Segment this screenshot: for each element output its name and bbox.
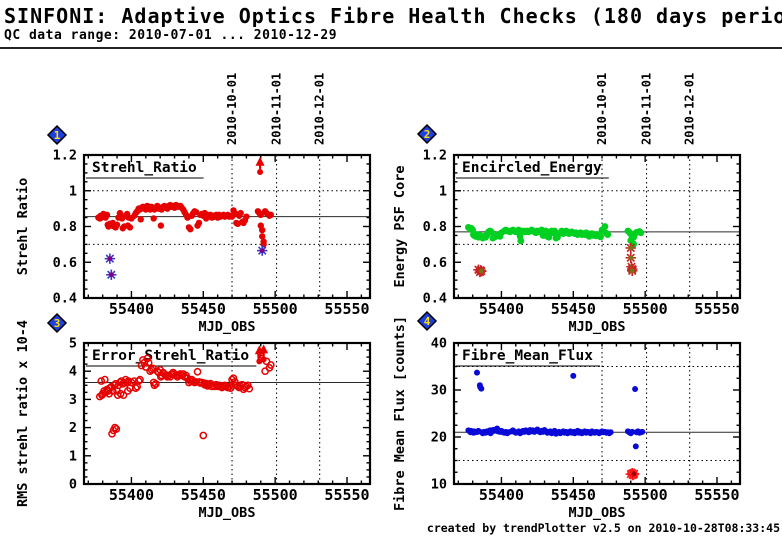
y-tick-label: 4 xyxy=(69,364,77,380)
series-encircled-energy-outliers xyxy=(473,242,638,278)
header-divider xyxy=(0,47,782,49)
y-tick-label: 20 xyxy=(431,430,447,446)
x-tick-label: 55500 xyxy=(623,300,668,318)
x-tick-label: 55500 xyxy=(253,486,298,504)
x-tick-label: 55550 xyxy=(694,300,739,318)
date-label: 2010-10-01 xyxy=(595,73,609,145)
date-label: 2010-12-01 xyxy=(313,73,327,145)
plot-fibre-mean-flux: 55400 55450 55500 55550 10 20 30 40 Fibre_Mean_F… xyxy=(392,310,742,521)
plot-strehl-ratio: 2010-10-01 2010-11-01 2010-12-01 55400 55450… xyxy=(15,73,372,335)
y-tick-label: 30 xyxy=(431,383,447,399)
x-axis-label: MJD_OBS xyxy=(199,319,256,335)
series-fibre-flux-points xyxy=(465,369,646,450)
date-label: 2010-11-01 xyxy=(640,73,654,145)
y-tick-label: 0.8 xyxy=(53,219,77,235)
qc-data-range: QC data range: 2010-07-01 ... 2010-12-29 xyxy=(4,28,338,43)
x-tick-label: 55500 xyxy=(623,486,668,504)
x-tick-label: 55450 xyxy=(181,486,226,504)
series-strehl-ratio-points xyxy=(95,201,275,248)
x-tick-label: 55450 xyxy=(551,300,596,318)
x-tick-label: 55400 xyxy=(479,300,524,318)
clipped-point-arrow-icon xyxy=(255,156,265,175)
plot-encircled-energy: 2010-10-01 2010-11-01 2010-12-01 55400 55450… xyxy=(392,73,742,335)
y-tick-label: 0.8 xyxy=(423,219,447,235)
series-fibre-flux-outliers xyxy=(625,467,640,481)
plot-error-strehl-ratio: 55400 55450 55500 55550 0 1 2 3 4 5 Error_Strehl_R… xyxy=(15,312,372,521)
x-tick-label: 55400 xyxy=(109,300,154,318)
y-tick-label: 2 xyxy=(69,420,77,436)
y-tick-label: 1.2 xyxy=(423,148,447,164)
series-error-strehl-points xyxy=(95,354,275,440)
x-axis-label: MJD_OBS xyxy=(569,505,626,521)
credit-line: created by trendPlotter v2.5 on 2010-10-… xyxy=(426,521,780,535)
y-tick-label: 0.4 xyxy=(423,291,447,307)
date-label: 2010-12-01 xyxy=(683,73,697,145)
y-tick-label: 0 xyxy=(69,477,77,493)
x-tick-label: 55550 xyxy=(324,486,369,504)
y-tick-label: 1.2 xyxy=(53,148,77,164)
x-tick-label: 55550 xyxy=(324,300,369,318)
plot-frame xyxy=(452,153,742,300)
x-tick-label: 55550 xyxy=(694,486,739,504)
clipped-point-arrow-icon xyxy=(259,344,269,363)
plot-title: Encircled_Energy xyxy=(462,160,602,176)
plot-number-badge-icon xyxy=(46,312,68,334)
series-strehl-ratio-outliers xyxy=(104,245,268,280)
plot-number: 2 xyxy=(424,128,431,141)
y-axis-label: Fibre Mean Flux [counts] xyxy=(392,316,408,511)
date-label: 2010-11-01 xyxy=(270,73,284,145)
plot-title: Error_Strehl_Ratio xyxy=(92,348,249,364)
plot-number: 1 xyxy=(54,129,61,142)
plot-number: 4 xyxy=(424,315,431,328)
y-tick-label: 5 xyxy=(69,336,77,352)
plot-title: Strehl_Ratio xyxy=(92,160,197,176)
x-tick-label: 55500 xyxy=(253,300,298,318)
y-tick-label: 10 xyxy=(431,477,447,493)
y-tick-label: 1 xyxy=(69,183,77,199)
x-tick-label: 55400 xyxy=(109,486,154,504)
plot-number-badge-icon xyxy=(416,310,438,332)
y-tick-label: 40 xyxy=(431,336,447,352)
y-axis-label: Energy PSF Core xyxy=(392,166,408,288)
plot-number: 3 xyxy=(54,317,61,330)
x-tick-label: 55400 xyxy=(479,486,524,504)
page-title: SINFONI: Adaptive Optics Fibre Health Ch… xyxy=(4,4,782,28)
series-encircled-energy-points xyxy=(464,223,645,248)
plot-frame xyxy=(452,341,742,486)
y-tick-label: 0.4 xyxy=(53,291,77,307)
x-tick-label: 55450 xyxy=(181,300,226,318)
x-tick-label: 55450 xyxy=(551,486,596,504)
y-tick-label: 1 xyxy=(69,448,77,464)
y-axis-label: Strehl Ratio xyxy=(15,178,31,276)
y-tick-label: 0.6 xyxy=(423,255,447,271)
x-axis-label: MJD_OBS xyxy=(569,319,626,335)
y-tick-label: 0.6 xyxy=(53,255,77,271)
x-axis-label: MJD_OBS xyxy=(199,505,256,521)
plot-number-badge-icon xyxy=(416,123,438,145)
date-label: 2010-10-01 xyxy=(225,73,239,145)
y-tick-label: 1 xyxy=(439,183,447,199)
y-axis-label: RMS strehl ratio x 10-4 xyxy=(15,320,31,507)
y-tick-label: 3 xyxy=(69,392,77,408)
plot-frame xyxy=(82,341,372,486)
plot-number-badge-icon xyxy=(46,124,68,146)
plot-title: Fibre_Mean_Flux xyxy=(462,348,593,364)
